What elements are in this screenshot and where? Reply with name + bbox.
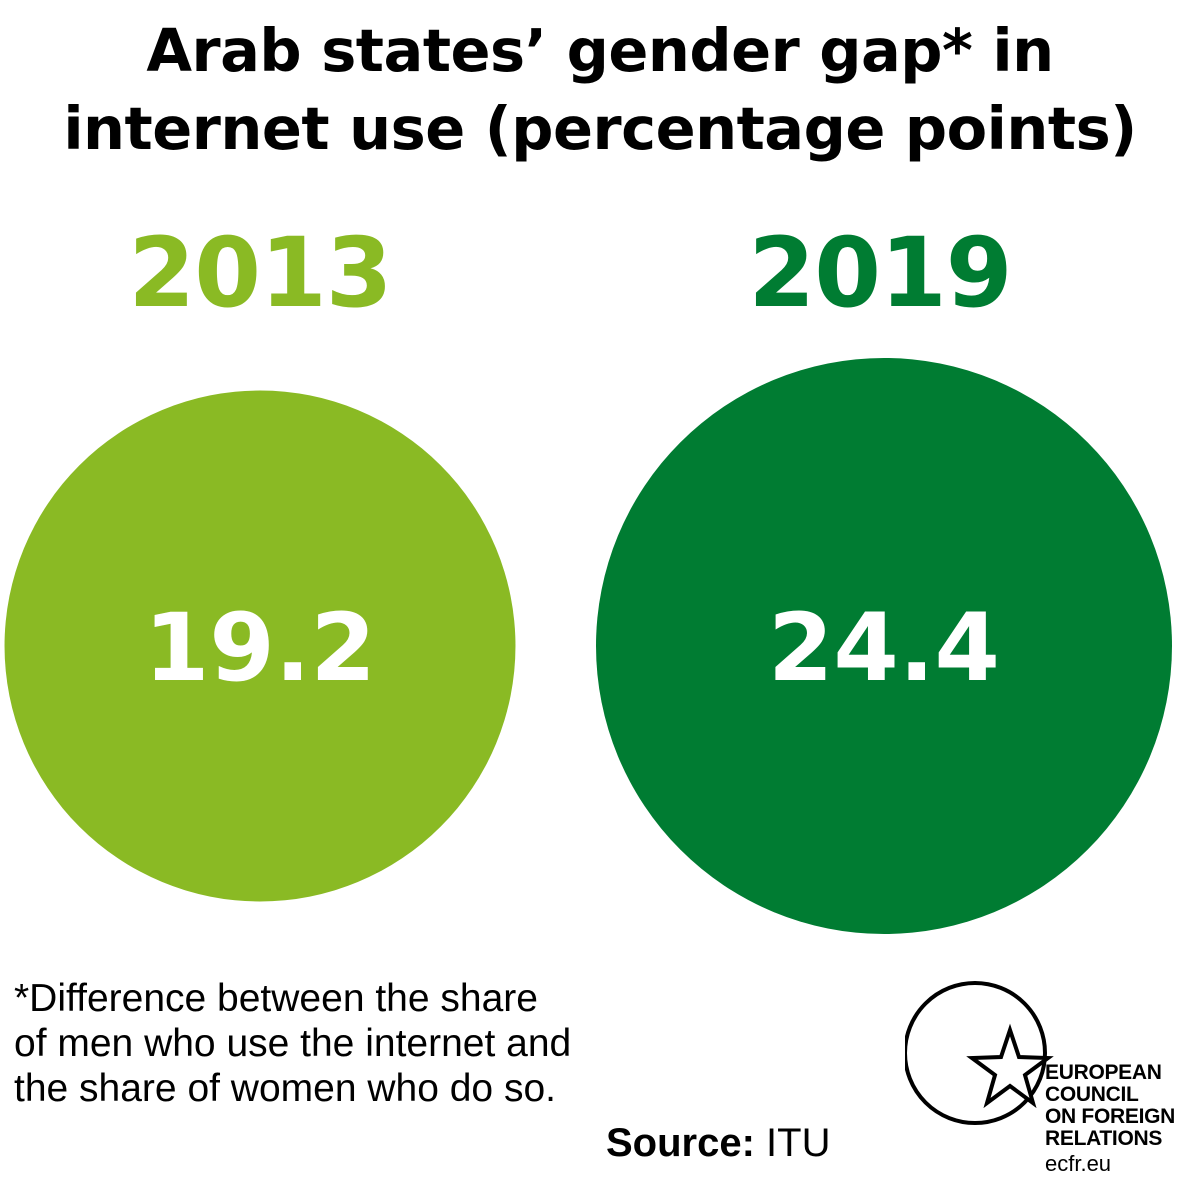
footnote: *Difference between the share of men who… — [14, 977, 572, 1110]
source-value: ITU — [754, 1121, 831, 1165]
bubble-2013 — [4, 390, 516, 902]
logo-line: RELATIONS — [1045, 1127, 1163, 1150]
year-label-2013: 2013 — [128, 217, 392, 329]
year-label-2019: 2019 — [748, 217, 1012, 329]
logo-line: ON FOREIGN — [1045, 1105, 1176, 1128]
chart-title: Arab states’ gender gap* in internet use… — [0, 12, 1200, 168]
bubble-2019 — [596, 358, 1172, 934]
chart-title-line-2: internet use (percentage points) — [63, 94, 1137, 163]
value-label-2019: 24.4 — [768, 594, 1000, 703]
value-label-2013: 19.2 — [144, 594, 376, 703]
logo-name: EUROPEAN COUNCIL ON FOREIGN RELATIONS — [1045, 1062, 1175, 1150]
logo-url: ecfr.eu — [1045, 1151, 1112, 1176]
logo-line: COUNCIL — [1045, 1083, 1139, 1106]
logo-line: EUROPEAN — [1045, 1061, 1162, 1084]
source-label: Source: — [606, 1121, 755, 1165]
chart-title-line-1: Arab states’ gender gap* in — [146, 16, 1054, 85]
source-note: Source: ITU — [606, 1118, 830, 1168]
star-in-circle-icon — [905, 981, 1054, 1125]
